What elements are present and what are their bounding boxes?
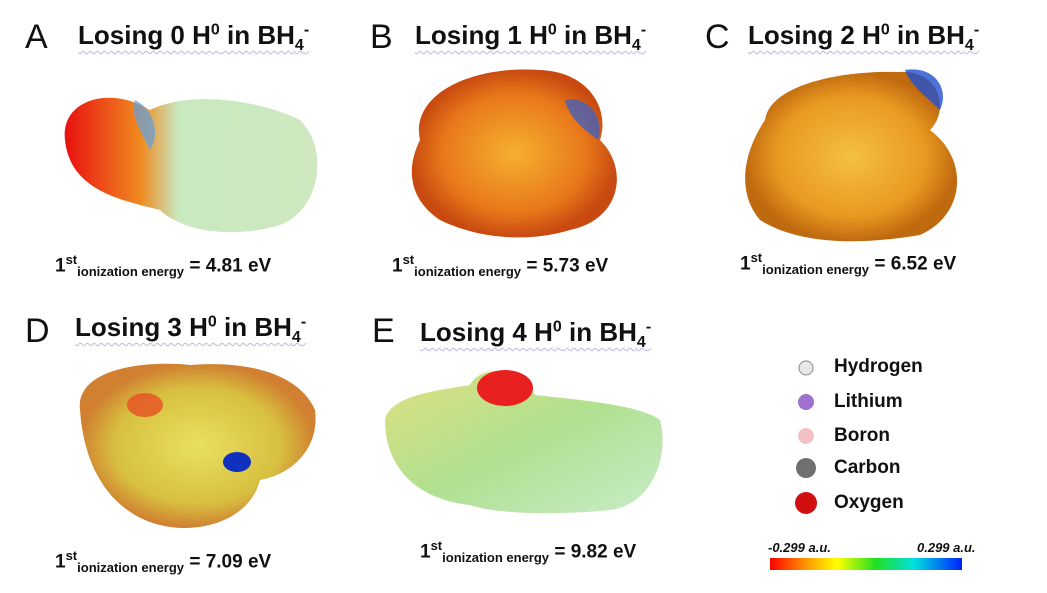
panel-letter: B [370, 18, 393, 56]
title-part: - [645, 318, 652, 336]
title-part: 4 [294, 37, 304, 55]
legend-label: Boron [834, 425, 890, 446]
energy-part: st [402, 252, 415, 267]
ionization-energy: 1stionization energy = 9.82 eV [420, 538, 636, 565]
title-part: in BH [219, 20, 295, 50]
energy-part: ionization energy [77, 560, 185, 576]
colorbar [770, 558, 962, 570]
energy-part: 1 [392, 255, 403, 277]
title-part: 4 [631, 37, 641, 55]
title-part: - [303, 21, 310, 39]
energy-part: st [750, 250, 763, 265]
title-part: 0 [210, 21, 220, 39]
panel-title: Losing 0 H0 in BH4- [78, 20, 309, 55]
title-part: - [973, 21, 980, 39]
surface-b [411, 69, 617, 238]
energy-part: 1 [740, 253, 751, 275]
colorbar-max: 0.299 a.u. [917, 540, 976, 555]
panel-title: Losing 4 H0 in BH4- [420, 317, 651, 352]
ionization-energy: 1stionization energy = 5.73 eV [392, 252, 608, 279]
energy-part: = 5.73 eV [521, 255, 609, 277]
ionization-energy: 1stionization energy = 4.81 eV [55, 252, 271, 279]
title-part: in BH [216, 312, 292, 342]
title-part: Losing 1 H [415, 20, 548, 50]
title-part: - [300, 313, 307, 331]
title-part: in BH [889, 20, 965, 50]
title-part: 0 [880, 21, 890, 39]
energy-part: = 9.82 eV [549, 541, 637, 563]
energy-part: ionization energy [762, 262, 870, 278]
energy-part: = 7.09 eV [184, 551, 272, 573]
panel-letter: C [705, 18, 730, 56]
energy-part: ionization energy [414, 264, 522, 280]
title-part: in BH [561, 317, 637, 347]
title-part: 4 [636, 334, 646, 352]
ionization-energy: 1stionization energy = 6.52 eV [740, 250, 956, 277]
energy-part: st [430, 538, 443, 553]
panel-title: Losing 3 H0 in BH4- [75, 312, 306, 347]
title-part: Losing 4 H [420, 317, 553, 347]
ionization-energy: 1stionization energy = 7.09 eV [55, 548, 271, 575]
panel-title: Losing 1 H0 in BH4- [415, 20, 646, 55]
energy-part: 1 [55, 551, 66, 573]
energy-part: = 4.81 eV [184, 255, 272, 277]
surface-d [79, 363, 316, 528]
panel-title: Losing 2 H0 in BH4- [748, 20, 979, 55]
title-part: - [640, 21, 647, 39]
colorbar-min: -0.299 a.u. [768, 540, 831, 555]
energy-part: = 6.52 eV [869, 253, 957, 275]
legend-label: Carbon [834, 457, 901, 478]
title-part: 0 [207, 313, 217, 331]
title-part: 0 [547, 21, 557, 39]
legend-label: Oxygen [834, 492, 904, 513]
panel-letter: D [25, 312, 50, 350]
panel-letter: A [25, 18, 48, 56]
energy-part: 1 [420, 541, 431, 563]
title-part: 0 [552, 318, 562, 336]
title-part: in BH [556, 20, 632, 50]
title-part: Losing 0 H [78, 20, 211, 50]
surface-e [385, 370, 663, 514]
energy-part: st [65, 252, 78, 267]
legend-label: Hydrogen [834, 356, 923, 377]
energy-part: ionization energy [77, 264, 185, 280]
legend-markers [795, 360, 817, 514]
title-part: 4 [291, 329, 301, 347]
title-part: Losing 2 H [748, 20, 881, 50]
surface-c [745, 69, 958, 242]
legend-label: Lithium [834, 391, 903, 412]
energy-part: ionization energy [442, 550, 550, 566]
energy-part: st [65, 548, 78, 563]
title-part: 4 [964, 37, 974, 55]
surface-a [64, 97, 318, 233]
energy-part: 1 [55, 255, 66, 277]
panel-letter: E [372, 312, 395, 350]
title-part: Losing 3 H [75, 312, 208, 342]
